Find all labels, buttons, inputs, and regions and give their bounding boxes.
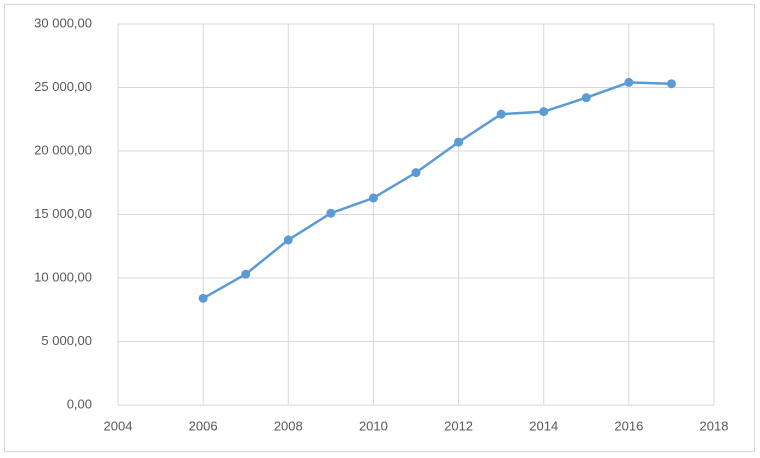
x-tick-label: 2006 <box>189 418 218 433</box>
marker <box>666 79 676 89</box>
line <box>202 81 672 300</box>
y-tick-label: 5 000,00 <box>41 333 92 348</box>
marker <box>326 208 336 218</box>
x-tick-label: 2016 <box>614 418 643 433</box>
y-tick-label: 30 000,00 <box>34 15 92 30</box>
marker <box>241 269 251 279</box>
marker <box>368 193 378 203</box>
marker <box>454 137 464 147</box>
x-tick-label: 2008 <box>274 418 303 433</box>
y-tick-label: 10 000,00 <box>34 269 92 284</box>
marker <box>198 293 208 303</box>
chart-frame <box>4 4 755 452</box>
x-tick-label: 2018 <box>700 418 729 433</box>
marker <box>581 93 591 103</box>
marker <box>539 107 549 117</box>
marker <box>496 109 506 119</box>
marker <box>283 235 293 245</box>
x-tick-label: 2010 <box>359 418 388 433</box>
y-tick-label: 25 000,00 <box>34 79 92 94</box>
marker <box>624 77 634 87</box>
y-tick-label: 0,00 <box>67 396 92 411</box>
marker <box>411 168 421 178</box>
x-tick-label: 2004 <box>104 418 133 433</box>
x-tick-label: 2014 <box>529 418 558 433</box>
y-tick-label: 15 000,00 <box>34 206 92 221</box>
y-tick-label: 20 000,00 <box>34 142 92 157</box>
x-tick-label: 2012 <box>444 418 473 433</box>
